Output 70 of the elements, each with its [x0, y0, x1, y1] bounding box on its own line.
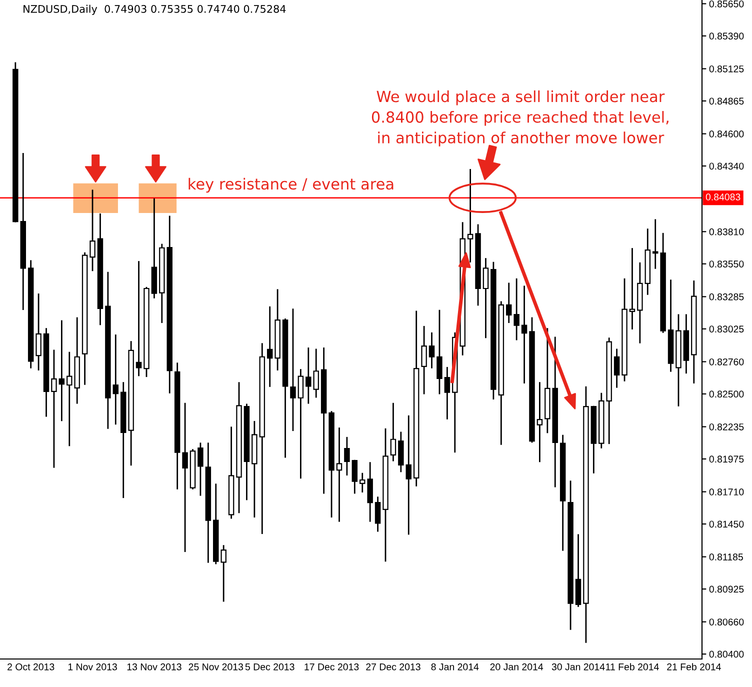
y-tick-label: 0.81710: [709, 488, 744, 496]
y-tick-label: 0.84865: [709, 98, 744, 105]
x-tick-label: 25 Nov 2013: [188, 663, 244, 670]
candlestick: [421, 326, 427, 394]
y-tick-label: 0.81450: [709, 520, 744, 528]
y-tick-label: 0.80925: [709, 586, 744, 593]
candlestick: [36, 294, 42, 370]
candlestick: [352, 460, 358, 494]
candlestick: [436, 310, 442, 394]
x-tick-label: 1 Nov 2013: [68, 663, 117, 670]
y-tick-label: 0.85390: [709, 32, 744, 40]
candlestick: [266, 306, 273, 387]
annotation: key resistance / event area: [188, 178, 394, 193]
candlestick: [506, 282, 512, 324]
y-tick-label: 0.82235: [709, 423, 744, 430]
candlestick: [112, 334, 119, 425]
candlestick: [482, 258, 489, 338]
x-tick-label: 30 Jan 2014: [552, 663, 605, 670]
candlestick: [374, 496, 381, 532]
y-tick-label: 0.83025: [709, 326, 744, 332]
x-tick-label: 20 Jan 2014: [490, 663, 544, 670]
x-tick-label: 5 Dec 2013: [245, 663, 294, 670]
y-tick-label: 0.80400: [709, 650, 744, 658]
annotation: We would place a sell limit order near 0.8400 before price reached that level, in anticipation of another move lower: [372, 90, 668, 146]
candlestick: [406, 415, 412, 535]
y-tick-label: 0.82500: [709, 390, 744, 398]
x-tick-label: 13 Nov 2013: [127, 663, 182, 670]
candlestick: [58, 320, 65, 422]
candlestick: [629, 248, 636, 330]
candlestick: [360, 472, 366, 492]
ref-line-label: 0.84083: [706, 194, 740, 200]
candlestick: [398, 432, 404, 472]
x-tick-label: 21 Feb 2014: [667, 663, 721, 670]
y-tick-label: 0.81975: [709, 456, 744, 463]
y-tick-label: 0.85125: [709, 65, 744, 72]
candlestick: [521, 286, 528, 384]
candlestick: [198, 442, 204, 496]
candlestick: [467, 169, 474, 262]
x-tick-label: 8 Jan 2014: [431, 663, 479, 670]
x-tick-label: 27 Dec 2013: [366, 663, 420, 670]
x-tick-label: 17 Dec 2013: [304, 663, 359, 670]
candlestick: [182, 402, 188, 552]
candlestick: [336, 428, 342, 522]
candlestick: [51, 350, 57, 468]
candlestick: [536, 382, 543, 462]
y-tick-label: 0.84600: [709, 130, 744, 138]
y-tick-label: 0.81185: [709, 554, 743, 560]
y-tick-label: 0.80660: [709, 618, 744, 626]
y-tick-label: 0.84340: [709, 162, 744, 170]
y-tick-label: 0.83285: [709, 293, 744, 300]
y-tick-label: 0.83550: [709, 260, 744, 268]
candlestick: [290, 308, 296, 432]
candlestick: [90, 190, 96, 272]
x-tick-label: 2 Oct 2013: [8, 663, 54, 670]
chart-title: NZDUSD,Daily 0.74903 0.75355 0.74740 0.75284: [24, 4, 286, 15]
candlestick: [444, 366, 450, 420]
candlestick: [367, 462, 373, 522]
candlestick: [514, 278, 520, 340]
candlestick: [136, 261, 142, 376]
candlestick: [390, 402, 396, 462]
candlestick: [344, 436, 350, 476]
y-tick-label: 0.85650: [709, 0, 744, 8]
x-tick-label: 11 Feb 2014: [606, 663, 659, 670]
candlestick: [220, 545, 226, 602]
candlestick: [428, 332, 435, 368]
candlestick: [298, 369, 304, 479]
candlestick: [652, 219, 658, 269]
y-tick-label: 0.82760: [709, 358, 744, 366]
candlestick: [614, 348, 620, 388]
y-tick-label: 0.83810: [709, 228, 744, 236]
